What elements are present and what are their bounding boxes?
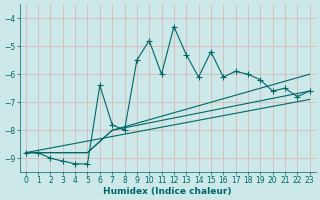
- X-axis label: Humidex (Indice chaleur): Humidex (Indice chaleur): [103, 187, 232, 196]
